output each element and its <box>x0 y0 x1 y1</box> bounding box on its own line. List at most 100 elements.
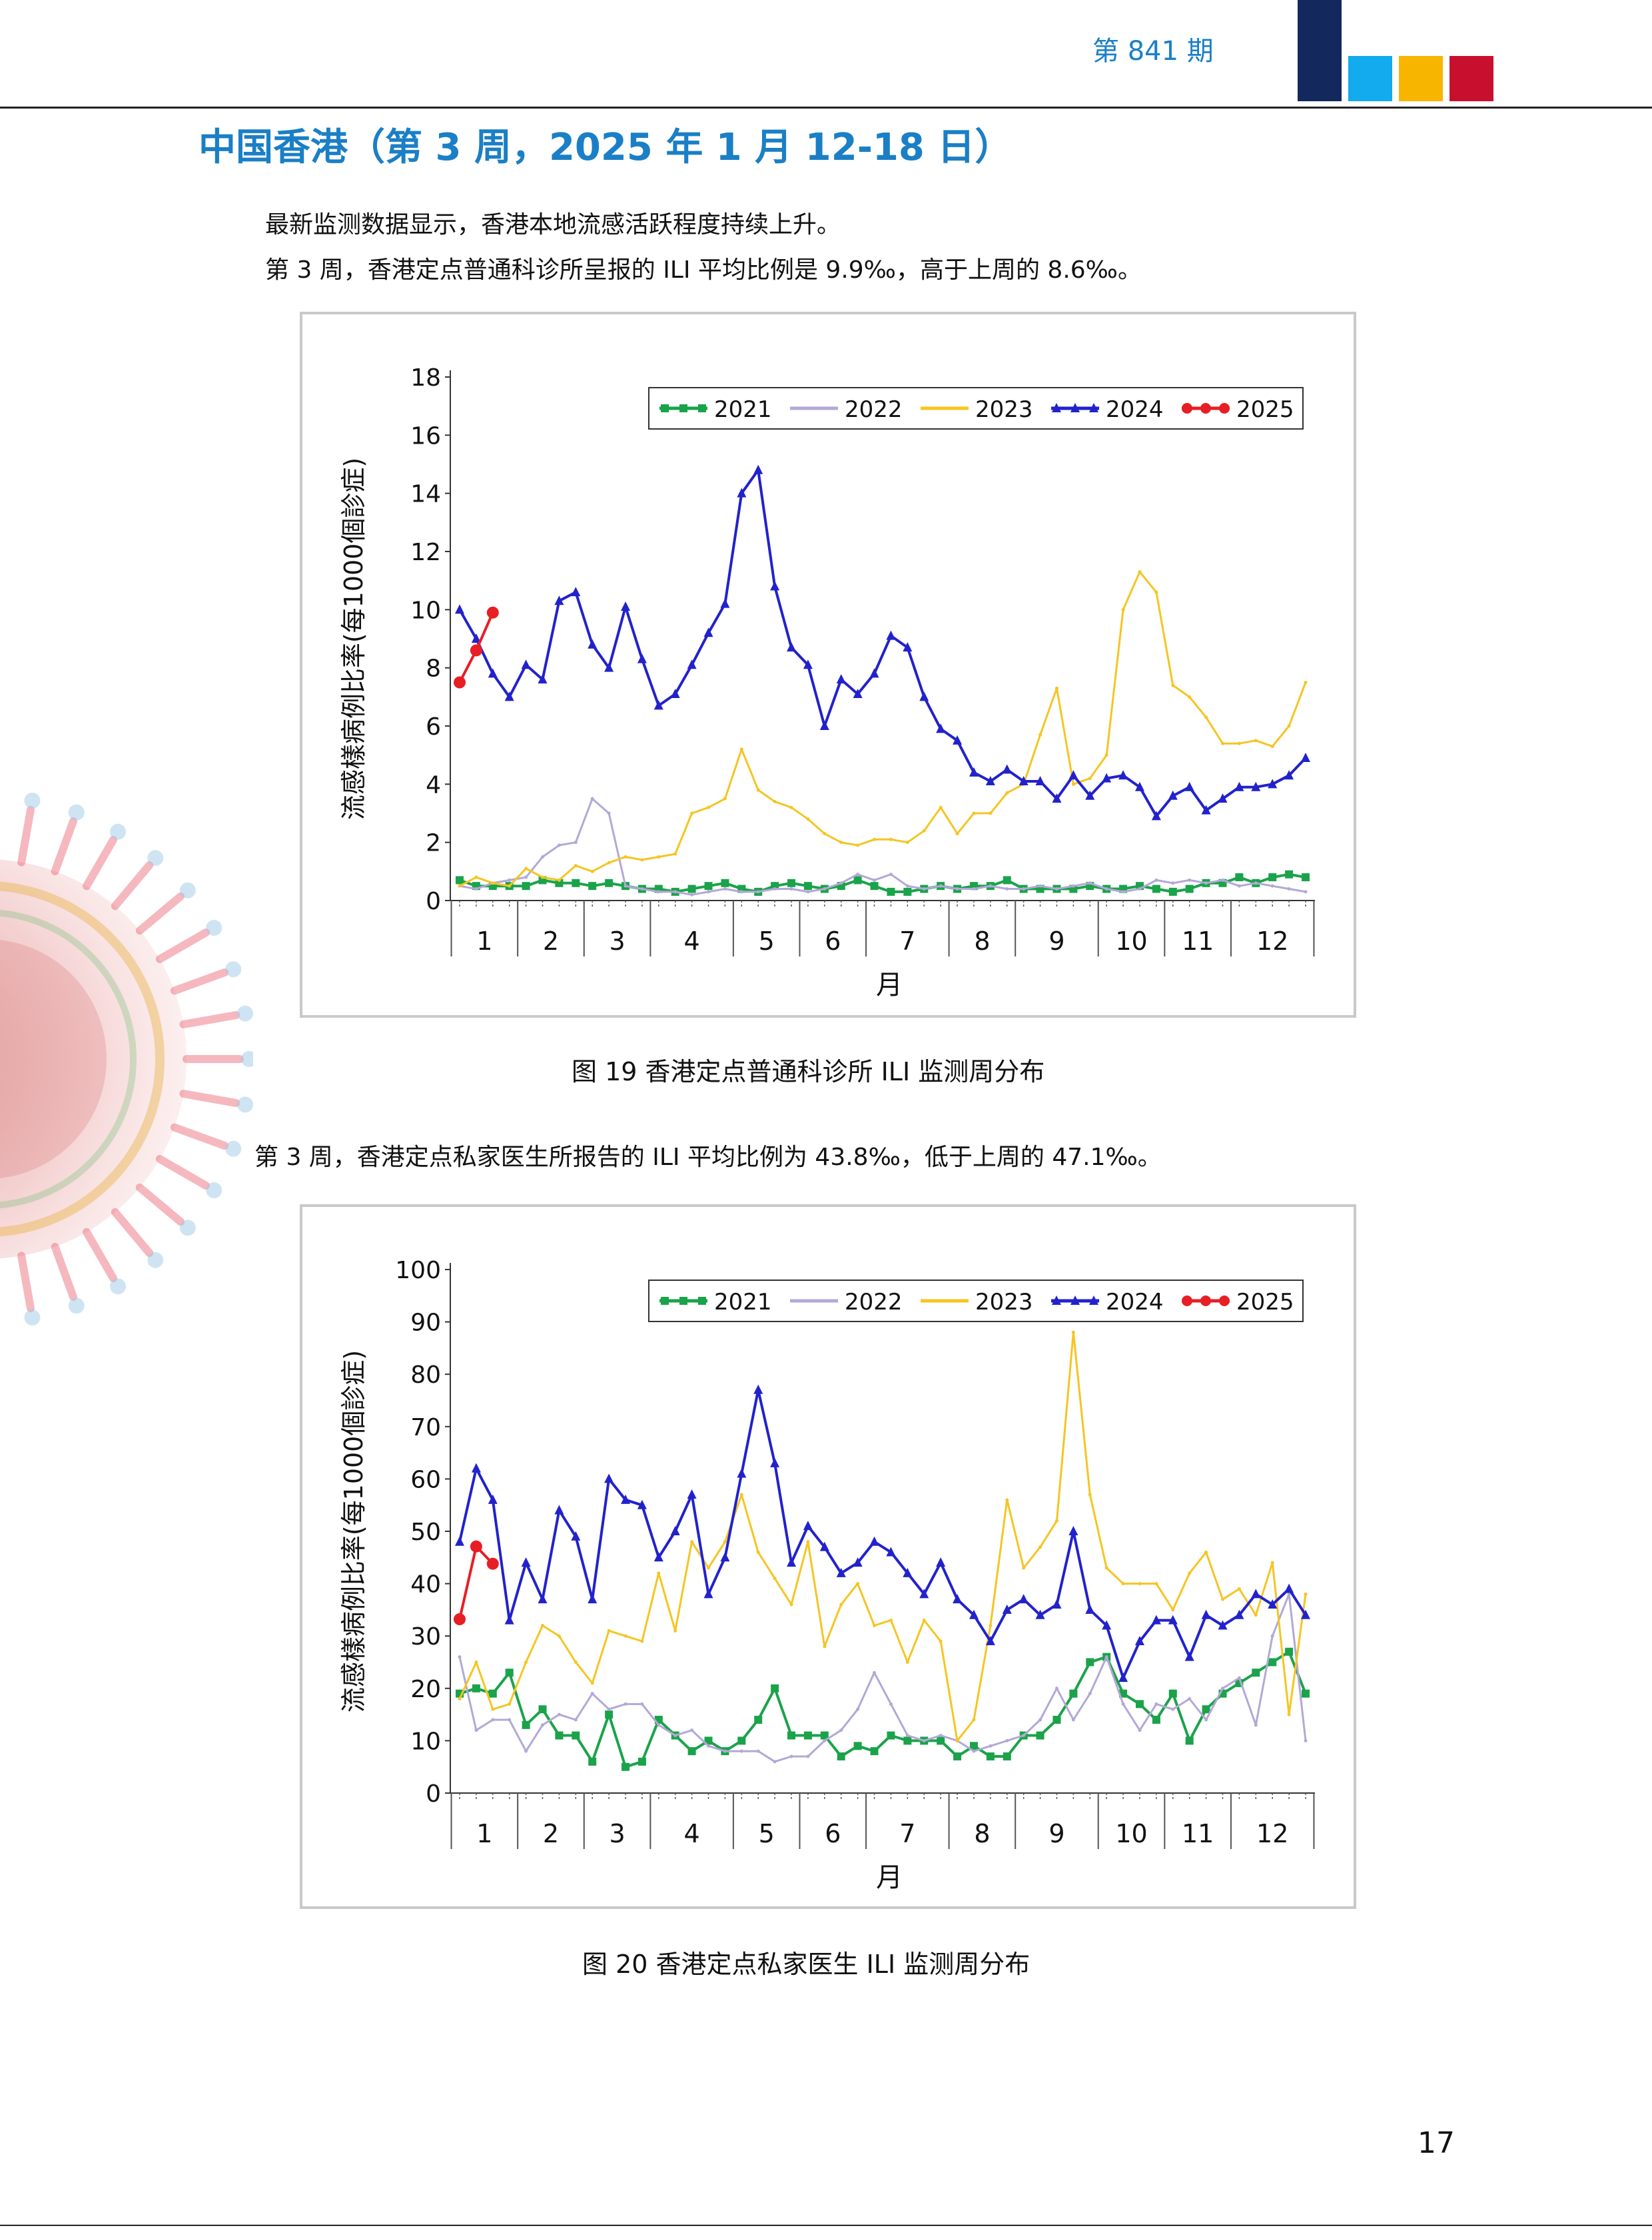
point-2021 <box>969 1742 978 1750</box>
point-2024 <box>637 1499 647 1509</box>
virus-spike <box>83 835 117 891</box>
virus-spike-tip <box>179 1220 196 1236</box>
point-2024 <box>521 659 531 669</box>
x-axis-title: 月 <box>876 970 903 1000</box>
point-2021 <box>522 882 530 891</box>
point-2024 <box>1019 775 1029 785</box>
point-2023 <box>1038 1545 1042 1549</box>
point-2024 <box>720 1552 730 1562</box>
point-2023 <box>574 1661 578 1664</box>
point-2022 <box>557 843 561 847</box>
point-2022 <box>856 1707 860 1711</box>
point-2021 <box>605 879 614 887</box>
point-2024 <box>471 633 481 643</box>
virus-spike-tip <box>24 1309 41 1326</box>
point-2024 <box>1201 1609 1211 1619</box>
point-2022 <box>1071 1718 1075 1722</box>
paragraph-private-doctor: 第 3 周，香港定点私家医生所报告的 ILI 平均比例为 43.8‰，低于上周的… <box>254 1144 1162 1171</box>
point-2024 <box>869 668 879 678</box>
legend-marker <box>661 1297 669 1305</box>
point-2024 <box>653 1552 663 1562</box>
point-2023 <box>1304 681 1308 684</box>
point-2022 <box>806 890 810 894</box>
point-2024 <box>919 1589 929 1599</box>
point-2024 <box>703 627 713 637</box>
point-2021 <box>1185 885 1194 893</box>
point-2021 <box>637 1757 646 1766</box>
page-number: 17 <box>1418 2126 1455 2160</box>
x-month-label: 9 <box>1048 927 1064 956</box>
virus-spike <box>179 1011 240 1028</box>
legend-marker <box>1200 403 1211 414</box>
point-2024 <box>554 1505 564 1515</box>
point-2022 <box>557 1712 561 1716</box>
point-2024 <box>819 721 829 730</box>
series-line-2022 <box>458 1593 1307 1763</box>
point-2023 <box>1287 1712 1291 1716</box>
point-2024 <box>1268 779 1278 789</box>
virus-spike-tip <box>237 1005 253 1022</box>
point-2023 <box>806 817 810 821</box>
point-2022 <box>889 1702 893 1706</box>
point-2022 <box>1138 887 1142 891</box>
point-2022 <box>889 873 893 877</box>
point-2023 <box>839 841 843 845</box>
point-2023 <box>541 1623 545 1627</box>
point-2022 <box>1088 1692 1092 1696</box>
point-2021 <box>1268 873 1277 882</box>
point-2022 <box>524 875 528 879</box>
series-line-2023 <box>459 571 1307 887</box>
point-2024 <box>687 1489 697 1499</box>
point-2023 <box>989 1623 993 1627</box>
point-2022 <box>640 1702 644 1706</box>
point-2021 <box>621 1762 630 1771</box>
point-2023 <box>458 884 462 888</box>
point-2023 <box>1104 1566 1108 1570</box>
y-tick-label: 100 <box>395 1257 441 1284</box>
legend-label-2021: 2021 <box>714 1289 772 1315</box>
point-2023 <box>1138 570 1142 574</box>
point-2024 <box>621 601 631 611</box>
point-2023 <box>1220 741 1224 745</box>
point-2021 <box>887 1731 895 1740</box>
point-2023 <box>508 884 512 888</box>
point-2022 <box>1088 881 1092 885</box>
point-2023 <box>1154 590 1158 594</box>
x-month-label: 4 <box>684 1819 700 1848</box>
point-2022 <box>1254 881 1258 885</box>
point-2022 <box>1154 1702 1158 1706</box>
legend-marker <box>1070 1296 1080 1305</box>
x-month-label: 1 <box>476 927 492 956</box>
point-2022 <box>623 1702 627 1706</box>
point-2023 <box>739 1493 743 1497</box>
virus-spike <box>179 1090 240 1107</box>
virus-spike <box>170 968 229 995</box>
point-2022 <box>939 884 943 888</box>
point-2024 <box>670 688 680 698</box>
caption-fig20: 图 20 香港定点私家医生 ILI 监测周分布 <box>582 1950 1031 1979</box>
point-2023 <box>1005 791 1009 795</box>
point-2022 <box>989 884 993 888</box>
point-2024 <box>803 659 813 669</box>
point-2022 <box>1204 1718 1208 1722</box>
point-2023 <box>557 1634 561 1638</box>
y-tick-label: 0 <box>426 1780 441 1808</box>
point-2024 <box>1234 1609 1244 1619</box>
point-2024 <box>554 595 564 605</box>
point-2022 <box>1270 884 1274 888</box>
point-2023 <box>690 811 694 815</box>
legend-label-2023: 2023 <box>975 1289 1033 1315</box>
point-2023 <box>474 875 478 879</box>
point-2024 <box>819 1541 829 1551</box>
point-2021 <box>1086 1658 1094 1667</box>
point-2023 <box>1237 1587 1241 1591</box>
point-2022 <box>1237 1676 1241 1680</box>
x-month-label: 12 <box>1256 1819 1288 1848</box>
point-2024 <box>836 674 846 684</box>
point-2024 <box>1118 1673 1128 1682</box>
legend-label-2021: 2021 <box>714 396 772 423</box>
point-2023 <box>1022 1566 1026 1570</box>
virus-spike-tip <box>110 823 126 840</box>
series-line-2021 <box>459 873 1306 893</box>
virus-spike <box>155 1155 210 1190</box>
